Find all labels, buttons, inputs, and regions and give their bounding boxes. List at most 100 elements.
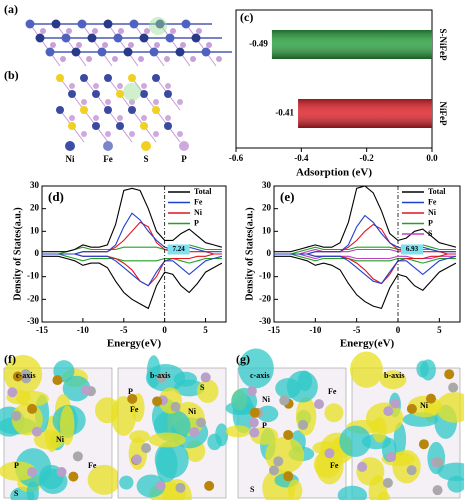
atom [180,42,186,48]
atom [92,28,98,34]
atom [383,406,394,417]
category-label: S-NiFeP [438,29,448,61]
atom [20,369,31,380]
charge-density [393,422,407,457]
atom [56,106,64,114]
atom [60,56,66,62]
atom [201,47,211,57]
atom [249,407,260,418]
charge-density [148,432,186,448]
y-tick-label: -20 [27,293,39,303]
atom [141,443,152,454]
dos-line [274,255,457,310]
charge-density [60,405,75,446]
atom [268,465,279,476]
atom [104,74,112,82]
charge-density [377,491,390,500]
charge-density [16,390,49,407]
annotation-box [167,244,190,255]
dos-line [274,244,456,255]
dos-line [274,185,457,253]
atom-label: c-axis [250,371,270,380]
x-tick-label: -5 [353,325,361,335]
charge-density [379,370,407,390]
x-axis-label: Energy(eV) [340,338,395,350]
atom [165,83,171,89]
atom-label: Fe [328,387,337,396]
legend-label: S [143,154,148,164]
panel-label: (f) [4,352,16,366]
dos-line [274,253,456,260]
y-tick-label: -20 [259,293,271,303]
legend-atom [103,141,113,151]
atom [97,47,107,57]
legend-atom [141,141,151,151]
atom-label: P [262,421,267,430]
atom [170,401,181,412]
atom [93,115,99,121]
atom [204,480,215,491]
atom [71,47,81,57]
atom [87,33,97,43]
atom [425,393,436,404]
atom [92,122,100,130]
charge-density [447,475,464,493]
atom [190,56,196,62]
atom [123,47,133,57]
atom [128,106,136,114]
atom [138,56,144,62]
y-tick-label: 0 [35,248,40,258]
atom [175,482,186,493]
atom [117,83,123,89]
atom [273,456,284,467]
atom [382,477,393,488]
x-tick-label: 0 [162,325,167,335]
charge-density [33,429,65,450]
atom [61,33,71,43]
atom [164,56,170,62]
charge-density [315,446,344,485]
atom-label: Ni [420,401,429,410]
atom [50,42,56,48]
atom [72,451,83,462]
atom [140,90,148,98]
plot-frame [235,9,433,149]
charge-density [257,405,279,423]
annotation-box [401,244,423,255]
atom [279,395,290,406]
charge-density [136,474,166,498]
atom [81,99,87,105]
atom [156,372,167,383]
atom [200,372,211,383]
dos-line [274,253,456,264]
atom [7,387,18,398]
legend-label: Ni [428,208,437,217]
atom [45,47,55,57]
charge-density [154,440,189,479]
highlight [123,83,141,101]
atom [81,131,87,137]
atom [127,393,138,404]
atom [314,399,325,410]
atom [25,19,35,29]
atom [177,99,183,105]
atom [102,42,108,48]
atom-label: Fe [130,405,139,414]
annotation: 7.24 [173,245,186,253]
atom [113,33,123,43]
atom [103,19,113,29]
atom [56,467,67,478]
atom [165,33,175,43]
atom [129,131,135,137]
legend-label: S [428,229,433,238]
panel-label: (g) [236,352,250,366]
x-tick-label: -5 [120,325,128,335]
charge-density [295,396,317,436]
charge-density [324,403,344,423]
atom [128,74,136,82]
charge-density [196,379,219,404]
atom [283,429,294,440]
x-tick-label: -0.2 [360,153,375,163]
x-tick-label: 0 [396,325,401,335]
atom [116,90,124,98]
